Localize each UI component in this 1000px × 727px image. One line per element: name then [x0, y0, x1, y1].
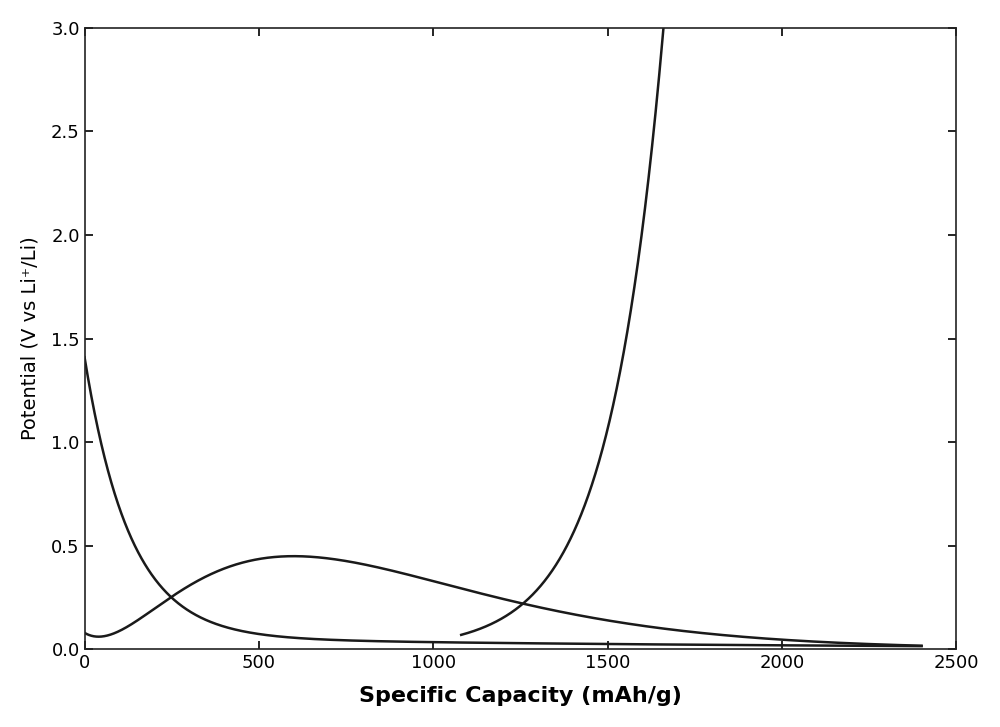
Y-axis label: Potential (V vs Li⁺/Li): Potential (V vs Li⁺/Li) [21, 237, 40, 441]
X-axis label: Specific Capacity (mAh/g): Specific Capacity (mAh/g) [359, 686, 682, 706]
